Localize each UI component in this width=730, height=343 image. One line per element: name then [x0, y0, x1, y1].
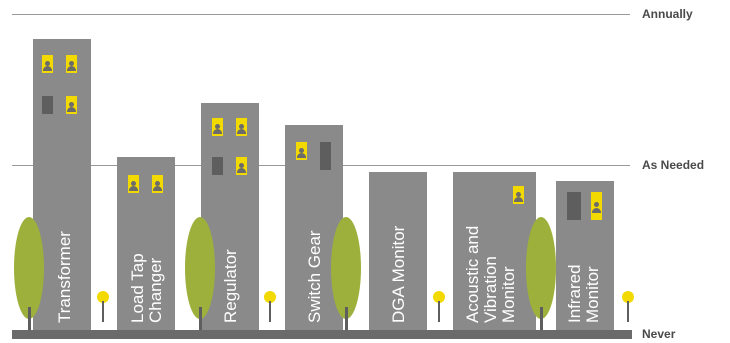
lit-window	[296, 142, 307, 160]
tree-icon	[331, 217, 361, 330]
as-needed-label: As Needed	[642, 158, 705, 172]
ground-line	[12, 330, 632, 339]
street-lamp-icon	[433, 291, 445, 330]
lit-window	[128, 175, 139, 193]
lit-window	[513, 186, 524, 204]
infrared-monitor-building	[556, 181, 614, 330]
lit-window	[236, 157, 247, 175]
tree-icon	[526, 217, 556, 330]
lit-window	[152, 175, 163, 193]
dga-monitor-label: DGA Monitor	[389, 225, 408, 323]
street-lamp-icon	[622, 291, 634, 330]
infrared-monitor-label: Infrared Monitor	[565, 264, 602, 323]
tree-icon	[185, 217, 215, 330]
tree-icon	[14, 217, 44, 330]
dark-window	[567, 192, 581, 220]
street-lamp-icon	[264, 291, 276, 330]
dark-window	[42, 96, 53, 114]
lit-window	[236, 118, 247, 136]
dark-window	[212, 157, 223, 175]
transformer-label: Transformer	[55, 231, 74, 323]
dga-monitor-building	[369, 172, 427, 330]
switch-gear-label: Switch Gear	[305, 230, 324, 323]
lit-window	[66, 55, 77, 73]
regulator-label: Regulator	[221, 249, 240, 323]
load-tap-changer-building	[117, 157, 175, 330]
lit-window	[212, 118, 223, 136]
lit-window	[591, 192, 602, 220]
load-tap-changer-label: Load Tap Changer	[128, 253, 165, 323]
lit-window	[42, 55, 53, 73]
annually-level-line	[12, 14, 630, 15]
dark-window	[320, 142, 331, 170]
never-label: Never	[642, 327, 676, 341]
annually-label: Annually	[642, 7, 693, 21]
acoustic-vibration-monitor-label: Acoustic and Vibration Monitor	[463, 225, 518, 323]
street-lamp-icon	[97, 291, 109, 330]
lit-window	[66, 96, 77, 114]
